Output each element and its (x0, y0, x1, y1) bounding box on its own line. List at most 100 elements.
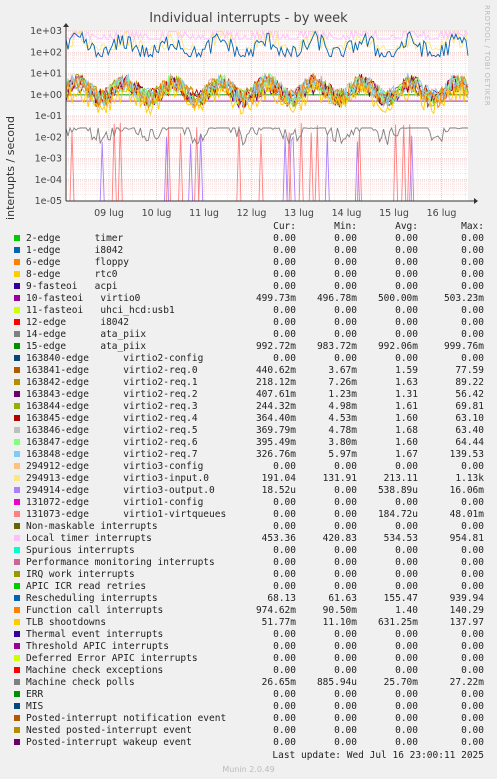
legend-cur-value: 0.00 (273, 545, 296, 556)
legend-max-value: 89.22 (455, 377, 484, 388)
x-tick-label: 15 lug (379, 208, 409, 219)
y-tick-label: 1e-04 (35, 175, 62, 186)
legend-cur-value: 0.00 (273, 353, 296, 364)
legend-swatch (14, 415, 20, 421)
legend-cur-value: 0.00 (273, 497, 296, 508)
legend-min-value: 0.00 (334, 245, 357, 256)
legend-min-value: 0.00 (334, 281, 357, 292)
legend-avg-value: 0.00 (395, 557, 418, 568)
y-axis-arrow (63, 23, 69, 27)
legend-row: MIS 0.00 0.00 0.00 0.00 (0, 701, 497, 713)
legend-max-value: 77.59 (455, 365, 484, 376)
y-tick-label: 1e+00 (30, 90, 62, 101)
y-tick-labels: 1e-05 1e-04 1e-03 1e-02 1e-01 1e+00 1e+01 1e+02… (30, 26, 62, 207)
legend-series-name: 2-edge timer (26, 233, 124, 244)
legend-series-name: Thermal event interrupts (26, 629, 164, 640)
legend-cur-value: 0.00 (273, 305, 296, 316)
legend-swatch (14, 715, 20, 721)
legend-cur-value: 974.62m (255, 605, 296, 616)
legend-cur-value: 0.00 (273, 461, 296, 472)
legend-swatch (14, 295, 20, 301)
munin-version: Munin 2.0.49 (222, 765, 275, 774)
legend-swatch (14, 343, 20, 349)
legend-swatch (14, 427, 20, 433)
legend-series-name: 294913-edge virtio3-input.0 (26, 473, 210, 484)
legend-row: Local timer interrupts 453.36 420.83 534.53… (0, 533, 497, 545)
legend-cur-value: 453.36 (261, 533, 296, 544)
legend-max-value: 0.00 (461, 569, 484, 580)
legend-min-value: 3.80m (328, 437, 357, 448)
legend-max-value: 0.00 (461, 245, 484, 256)
legend-min-value: 4.78m (328, 425, 357, 436)
legend-series-name: MIS (26, 701, 44, 712)
legend-min-value: 0.00 (334, 641, 357, 652)
legend-swatch (14, 319, 20, 325)
legend-max-value: 0.00 (461, 665, 484, 676)
legend-swatch (14, 463, 20, 469)
legend-header-avg: Avg: (395, 221, 418, 232)
legend-avg-value: 0.00 (395, 233, 418, 244)
legend-row: 294913-edge virtio3-input.0 191.04 131.91 2… (0, 473, 497, 485)
legend-row: 163843-edge virtio2-req.2 407.61m 1.23m 1.3… (0, 389, 497, 401)
legend-min-value: 0.00 (334, 269, 357, 280)
legend-swatch (14, 523, 20, 529)
legend-series-name: Local timer interrupts (26, 533, 152, 544)
legend-min-value: 0.00 (334, 653, 357, 664)
legend-row: TLB shootdowns 51.77m 11.10m 631.25m 137.97 (0, 617, 497, 629)
legend-max-value: 0.00 (461, 269, 484, 280)
legend-min-value: 0.00 (334, 305, 357, 316)
legend-avg-value: 1.40 (395, 605, 418, 616)
legend-swatch (14, 547, 20, 553)
legend-series-name: 163840-edge virtio2-config (26, 353, 204, 364)
legend-swatch (14, 619, 20, 625)
legend-cur-value: 0.00 (273, 269, 296, 280)
legend-cur-value: 0.00 (273, 713, 296, 724)
legend-max-value: 0.00 (461, 281, 484, 292)
legend-cur-value: 0.00 (273, 281, 296, 292)
legend-cur-value: 0.00 (273, 653, 296, 664)
series-line (65, 30, 469, 59)
legend-row: 294914-edge virtio3-output.0 18.52u 0.00 53… (0, 485, 497, 497)
legend-avg-value: 1.60 (395, 437, 418, 448)
legend-row: Nested posted-interrupt event 0.00 0.00 0.0… (0, 725, 497, 737)
legend-swatch (14, 487, 20, 493)
legend-cur-value: 68.13 (267, 593, 296, 604)
legend-avg-value: 1.67 (395, 449, 418, 460)
legend-row: 163844-edge virtio2-req.3 244.32m 4.98m 1.6… (0, 401, 497, 413)
legend-avg-value: 213.11 (383, 473, 418, 484)
legend-avg-value: 0.00 (395, 257, 418, 268)
legend-header-max: Max: (461, 221, 484, 232)
legend-series-name: TLB shootdowns (26, 617, 107, 628)
legend-row: 11-fasteoi uhci_hcd:usb1 0.00 0.00 0.00 0.00 (0, 305, 497, 317)
legend-max-value: 64.44 (455, 437, 484, 448)
legend-avg-value: 631.25m (377, 617, 418, 628)
legend-min-value: 420.83 (322, 533, 357, 544)
legend-avg-value: 1.59 (395, 365, 418, 376)
legend-min-value: 983.72m (316, 341, 357, 352)
legend-swatch (14, 403, 20, 409)
legend-series-name: 9-fasteoi acpi (26, 281, 118, 292)
legend-series-name: 11-fasteoi uhci_hcd:usb1 (26, 305, 175, 316)
legend-avg-value: 0.00 (395, 629, 418, 640)
legend-row: 163845-edge virtio2-req.4 364.40m 4.53m 1.6… (0, 413, 497, 425)
legend-row: Threshold APIC interrupts 0.00 0.00 0.00 0.0… (0, 641, 497, 653)
legend-cur-value: 0.00 (273, 317, 296, 328)
legend-max-value: 0.00 (461, 497, 484, 508)
legend-series-name: Spurious interrupts (26, 545, 135, 556)
legend-min-value: 1.23m (328, 389, 357, 400)
legend-row: 6-edge floppy 0.00 0.00 0.00 0.00 (0, 257, 497, 269)
legend-series-name: 163842-edge virtio2-req.1 (26, 377, 198, 388)
legend-swatch (14, 655, 20, 661)
legend-min-value: 0.00 (334, 569, 357, 580)
legend-avg-value: 0.00 (395, 689, 418, 700)
legend-series-name: Non-maskable interrupts (26, 521, 158, 532)
legend-min-value: 0.00 (334, 629, 357, 640)
series-line (65, 73, 469, 110)
legend-series-name: 294912-edge virtio3-config (26, 461, 204, 472)
legend-row: IRQ work interrupts 0.00 0.00 0.00 0.00 (0, 569, 497, 581)
y-tick-label: 1e-05 (35, 196, 62, 207)
legend-avg-value: 0.00 (395, 317, 418, 328)
legend-row: 131072-edge virtio1-config 0.00 0.00 0.00 0.… (0, 497, 497, 509)
legend-avg-value: 155.47 (383, 593, 418, 604)
legend-max-value: 0.00 (461, 329, 484, 340)
